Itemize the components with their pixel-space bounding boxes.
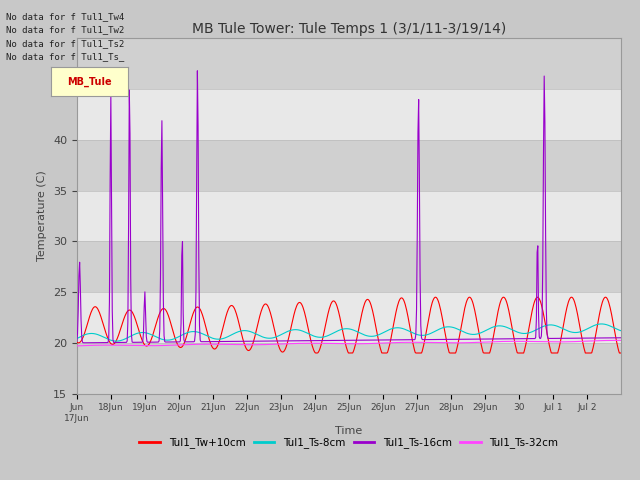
Bar [77,140,621,191]
Legend: Tul1_Tw+10cm, Tul1_Ts-8cm, Tul1_Ts-16cm, Tul1_Ts-32cm: Tul1_Tw+10cm, Tul1_Ts-8cm, Tul1_Ts-16cm,… [135,433,563,452]
Y-axis label: Temperature (C): Temperature (C) [37,170,47,262]
Title: MB Tule Tower: Tule Temps 1 (3/1/11-3/19/14): MB Tule Tower: Tule Temps 1 (3/1/11-3/19… [191,22,506,36]
Bar [77,38,621,89]
Bar [77,191,621,241]
Bar [77,343,621,394]
Bar [77,89,621,140]
Text: MB_Tule: MB_Tule [67,76,112,87]
Text: No data for f Tul1_Ts_: No data for f Tul1_Ts_ [6,52,125,61]
Bar [77,241,621,292]
Text: No data for f Tul1_Tw4: No data for f Tul1_Tw4 [6,12,125,21]
X-axis label: Time: Time [335,425,362,435]
Text: No data for f Tul1_Ts2: No data for f Tul1_Ts2 [6,39,125,48]
Bar [77,292,621,343]
Text: No data for f Tul1_Tw2: No data for f Tul1_Tw2 [6,25,125,35]
